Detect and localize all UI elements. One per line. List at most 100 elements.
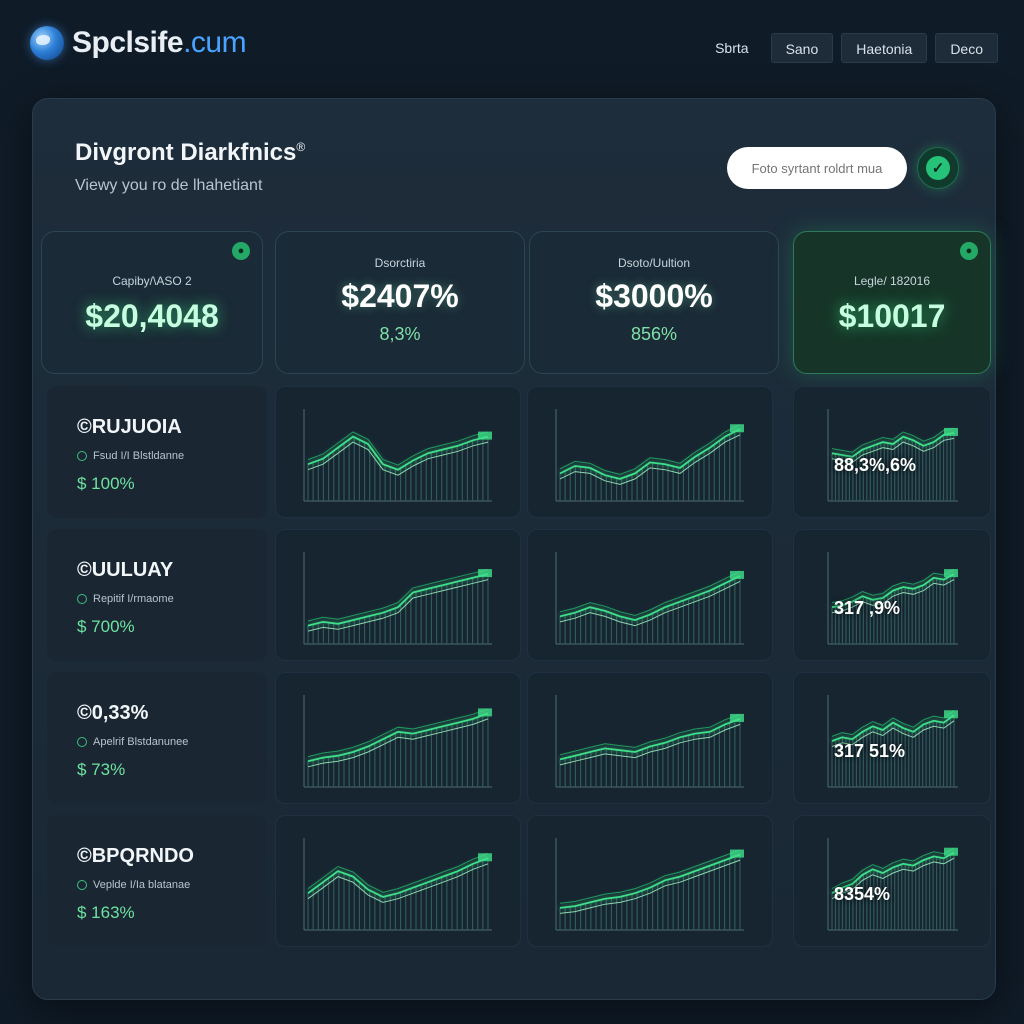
series-line-2 — [307, 441, 489, 476]
kpi-card-4[interactable]: ● Legle/ 182016 $10017 — [793, 231, 991, 374]
series-line-1 — [307, 857, 489, 898]
end-marker — [944, 847, 958, 856]
series-line-2 — [831, 720, 955, 747]
series-line-2 — [831, 857, 955, 900]
series-line-2 — [831, 579, 955, 614]
series-line-2 — [559, 434, 741, 485]
info-icon — [77, 594, 87, 604]
trend-chart-card[interactable] — [527, 386, 773, 518]
kpi-label: Dsoto/Uultion — [617, 256, 691, 270]
series-line-3 — [831, 427, 955, 453]
kpi-sub: 8,3% — [379, 324, 421, 344]
series-line-3 — [559, 424, 741, 475]
row-meta-text: Fsud I/I Blstldanne — [93, 450, 185, 462]
kpi-label: Legle/ 182016 — [853, 274, 931, 288]
line-chart — [303, 552, 492, 645]
nav-item-4[interactable]: Deco — [935, 33, 998, 63]
series-line-1 — [307, 573, 489, 627]
end-marker — [730, 713, 744, 722]
row-name: ©RUJUOIA — [77, 416, 182, 438]
trend-chart-card[interactable] — [275, 815, 521, 947]
series-line-1 — [831, 851, 955, 894]
row-name: ©BPQRNDO — [77, 845, 194, 867]
series-line-3 — [307, 853, 489, 893]
kpi-value: $2407% — [341, 278, 459, 314]
row-name: ©0,33% — [77, 702, 149, 724]
logo[interactable]: Spclsife.cum — [30, 26, 247, 60]
check-icon: ✓ — [926, 156, 950, 180]
kpi-card-1[interactable]: ● Capiby/\ASO 2 $20,4048 — [41, 231, 263, 374]
trend-chart-card[interactable]: 8354% — [793, 815, 991, 947]
title-mark: ® — [296, 140, 306, 154]
series-line-2 — [559, 580, 741, 627]
series-line-3 — [831, 710, 955, 737]
row-meta-text: Veplde I/Ia blatanae — [93, 879, 191, 891]
line-chart — [303, 695, 492, 788]
kpi-label: Dsorctiria — [374, 256, 426, 270]
trend-chart-card[interactable]: 317 ,9% — [793, 529, 991, 661]
list-item[interactable]: ©0,33% Apelrif Blstdanunee $ 73% — [47, 672, 267, 804]
percent-label: 317 51% — [834, 741, 906, 761]
confirm-button[interactable]: ✓ — [917, 147, 959, 189]
line-chart — [827, 695, 958, 788]
kpi-value: $3000% — [595, 278, 713, 314]
series-line-1 — [831, 432, 955, 458]
info-icon — [77, 451, 87, 461]
trend-chart-card[interactable] — [527, 529, 773, 661]
series-line-3 — [559, 713, 741, 756]
series-line-1 — [307, 712, 489, 763]
kpi-value: $10017 — [838, 298, 946, 334]
series-line-2 — [307, 579, 489, 632]
percent-label: 8354% — [834, 884, 891, 904]
kpi-label: Capiby/\ASO 2 — [112, 274, 192, 288]
series-line-2 — [831, 437, 955, 463]
series-line-1 — [307, 435, 489, 471]
line-chart — [555, 695, 744, 788]
search-input[interactable] — [727, 147, 907, 189]
list-item[interactable]: ©UULUAY Repitif I/rmaome $ 700% — [47, 529, 267, 661]
page-title-text: Divgront Diarkfnics — [75, 139, 297, 166]
nav-menu: Sbrta Sano Haetonia Deco — [701, 32, 998, 64]
trend-chart-card[interactable]: 88,3%,6% — [793, 386, 991, 518]
row-value: $ 100% — [77, 474, 135, 493]
line-chart — [555, 838, 744, 931]
trend-chart-card[interactable] — [527, 672, 773, 804]
row-meta-text: Apelrif Blstdanunee — [93, 736, 189, 748]
series-line-2 — [559, 859, 741, 914]
nav-item-3[interactable]: Haetonia — [841, 33, 928, 63]
list-item[interactable]: ©RUJUOIA Fsud I/I Blstldanne $ 100% — [47, 386, 267, 518]
row-meta: Repitif I/rmaome — [77, 593, 174, 605]
end-marker — [730, 849, 744, 858]
logo-text: Spclsife.cum — [72, 26, 247, 60]
series-line-1 — [831, 573, 955, 609]
line-chart — [555, 409, 744, 502]
series-line-2 — [559, 723, 741, 766]
row-name: ©UULUAY — [77, 559, 174, 581]
trend-chart-card[interactable] — [275, 529, 521, 661]
kpi-card-3[interactable]: Dsoto/Uultion $3000% 856% — [529, 231, 779, 374]
list-item[interactable]: ©BPQRNDO Veplde I/Ia blatanae $ 163% — [47, 815, 267, 947]
end-marker — [730, 424, 744, 433]
series-line-3 — [831, 847, 955, 890]
row-value: $ 163% — [77, 903, 135, 922]
nav-item-2[interactable]: Sano — [770, 33, 834, 63]
kpi-card-2[interactable]: Dsorctiria $2407% 8,3% — [275, 231, 525, 374]
series-line-2 — [307, 863, 489, 903]
line-chart — [303, 409, 492, 502]
trend-chart-card[interactable] — [527, 815, 773, 947]
series-line-1 — [559, 428, 741, 480]
line-chart — [827, 838, 958, 931]
percent-label: 88,3%,6% — [834, 455, 917, 475]
row-meta-text: Repitif I/rmaome — [93, 593, 174, 605]
row-meta: Fsud I/I Blstldanne — [77, 450, 184, 462]
nav-item-1[interactable]: Sbrta — [715, 40, 749, 56]
trend-chart-card[interactable]: 317 51% — [793, 672, 991, 804]
series-line-3 — [831, 569, 955, 604]
trend-chart-card[interactable] — [275, 386, 521, 518]
row-value: $ 700% — [77, 617, 135, 636]
status-badge-icon: ● — [232, 242, 250, 260]
trend-chart-card[interactable] — [275, 672, 521, 804]
top-navigation: Spclsife.cum Sbrta Sano Haetonia Deco — [0, 0, 1024, 96]
series-line-1 — [559, 718, 741, 761]
series-line-3 — [307, 708, 489, 758]
